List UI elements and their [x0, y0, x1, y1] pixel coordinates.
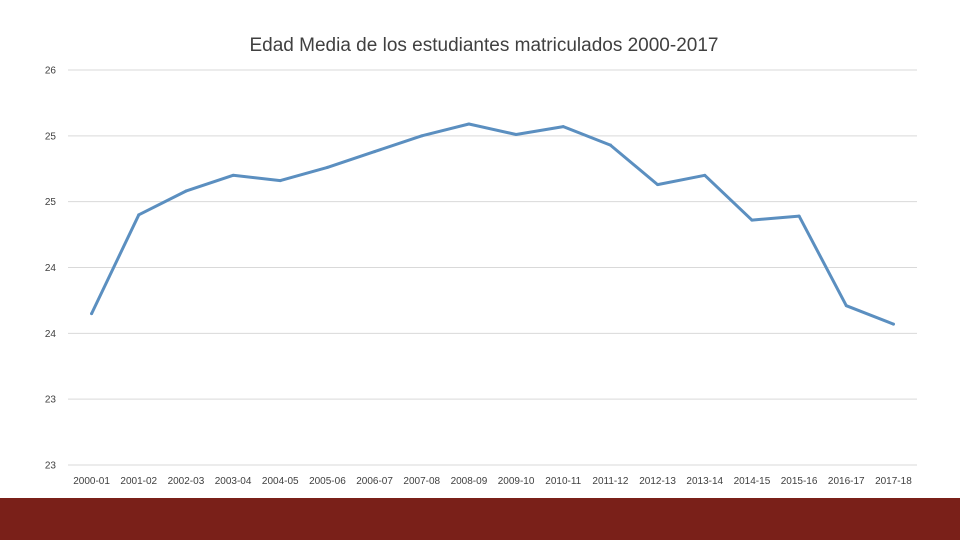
y-tick-label: 25 [45, 197, 57, 208]
x-tick-label: 2001-02 [120, 476, 157, 487]
data-point [184, 189, 188, 193]
x-axis-ticks: 2000-01 2001-02 2002-03 2003-04 2004-05 2005-… [73, 476, 912, 487]
series-line [90, 122, 895, 326]
x-tick-label: 2017-18 [875, 476, 912, 487]
y-tick-label: 25 [45, 131, 57, 142]
x-tick-label: 2003-04 [215, 476, 252, 487]
data-point [608, 143, 612, 147]
data-point [137, 213, 141, 217]
series-layer [90, 122, 895, 326]
data-point [844, 304, 848, 308]
y-tick-label: 23 [45, 395, 57, 406]
footer-band [0, 498, 960, 540]
x-tick-label: 2008-09 [451, 476, 488, 487]
data-point [467, 122, 471, 126]
data-point [90, 312, 94, 316]
x-tick-label: 2016-17 [828, 476, 865, 487]
x-tick-label: 2005-06 [309, 476, 346, 487]
y-tick-label: 24 [45, 263, 57, 274]
x-tick-label: 2010-11 [545, 476, 581, 487]
data-point [278, 179, 282, 183]
x-tick-label: 2014-15 [734, 476, 771, 487]
data-point [891, 322, 895, 326]
x-tick-label: 2011-12 [592, 476, 628, 487]
data-point [231, 173, 235, 177]
x-tick-label: 2006-07 [356, 476, 393, 487]
x-tick-label: 2009-10 [498, 476, 535, 487]
data-point [514, 133, 518, 137]
data-point [373, 150, 377, 154]
x-tick-label: 2007-08 [403, 476, 440, 487]
data-point [750, 218, 754, 222]
gridlines [68, 69, 917, 466]
y-tick-label: 24 [45, 329, 57, 340]
data-point [656, 183, 660, 187]
x-tick-label: 2002-03 [168, 476, 205, 487]
data-point [797, 214, 801, 218]
data-point [561, 125, 565, 129]
x-tick-label: 2012-13 [639, 476, 676, 487]
data-point [703, 173, 707, 177]
y-axis-ticks: 23 23 24 24 25 25 26 [45, 66, 57, 472]
x-tick-label: 2004-05 [262, 476, 299, 487]
x-tick-label: 2015-16 [781, 476, 818, 487]
data-point [420, 134, 424, 138]
chart-title: Edad Media de los estudiantes matriculad… [250, 35, 719, 56]
x-tick-label: 2013-14 [686, 476, 723, 487]
x-tick-label: 2000-01 [73, 476, 110, 487]
y-tick-label: 23 [45, 461, 57, 472]
data-point [325, 165, 329, 169]
y-tick-label: 26 [45, 66, 57, 77]
